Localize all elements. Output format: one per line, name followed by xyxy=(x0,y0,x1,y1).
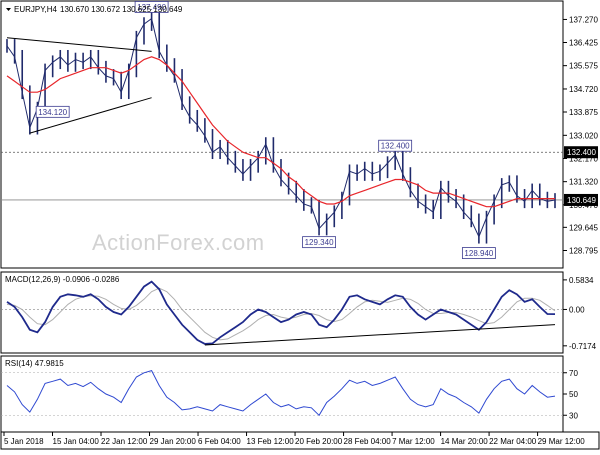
symbol-title: EURJPY,H4 xyxy=(14,5,58,14)
pane-frame-price xyxy=(0,0,564,269)
y-tick-label: 137.270 xyxy=(569,15,598,24)
level-label-text: 134.120 xyxy=(38,108,67,117)
x-tick-label: 28 Feb 04:00 xyxy=(344,437,392,446)
level-label: 128.940 xyxy=(461,247,496,259)
level-label-text: 132.400 xyxy=(381,142,410,151)
ohlc-header: 130.670 130.672 130.625 130.649 xyxy=(60,5,183,14)
pane-frame-macd xyxy=(0,271,564,354)
y-axis-price: 137.270 136.425 135.575 134.720 133.875 133.0… xyxy=(563,15,598,256)
level-label: 137.490 xyxy=(134,1,169,13)
level-label-box xyxy=(302,236,336,249)
level-label: 134.120 xyxy=(35,105,70,118)
x-tick-label: 13 Feb 12:00 xyxy=(247,437,295,446)
y-tick-label: 70 xyxy=(569,369,578,378)
y-tick-label: 30 xyxy=(569,411,578,420)
x-tick-label: 15 Jan 04:00 xyxy=(53,437,100,446)
y-tick-label: 134.720 xyxy=(569,85,598,94)
x-tick-label: 6 Feb 04:00 xyxy=(198,437,241,446)
price-bars xyxy=(6,11,556,244)
x-tick-label: 14 Mar 20:00 xyxy=(441,437,489,446)
right-price-label: 132.400 xyxy=(564,146,598,159)
y-tick-label: 50 xyxy=(569,390,578,399)
level-label: 129.340 xyxy=(302,236,336,249)
x-tick-label: 20 Feb 20:00 xyxy=(295,437,343,446)
macd-signal-line xyxy=(6,287,556,341)
y-tick-label: 128.795 xyxy=(569,247,598,256)
rsi-title: RSI(14) 47.9815 xyxy=(5,359,64,368)
y-tick-label: 133.875 xyxy=(569,108,598,117)
rsi-line xyxy=(6,370,556,417)
y-axis-rsi: 70 50 30 xyxy=(563,369,578,420)
y-tick-label: 135.575 xyxy=(569,62,598,71)
level-label-box xyxy=(134,1,169,13)
y-tick-label: 0.00 xyxy=(569,305,585,314)
level-label-text: 128.940 xyxy=(464,249,493,258)
level-label-box xyxy=(378,139,413,152)
right-price-label-text: 130.649 xyxy=(567,196,596,205)
y-tick-label: -0.7174 xyxy=(569,342,597,351)
right-price-label-text: 132.400 xyxy=(567,148,596,157)
x-tick-label: 29 Mar 12:00 xyxy=(538,437,586,446)
price-trendline xyxy=(29,97,152,134)
price-header: EURJPY,H4 130.670 130.672 130.625 130.649 xyxy=(6,5,183,14)
y-tick-label: 0.5834 xyxy=(569,276,594,285)
x-tick-label: 5 Jan 2018 xyxy=(4,437,44,446)
level-label-box xyxy=(461,247,496,259)
x-tick-label: 22 Jan 12:00 xyxy=(101,437,148,446)
y-tick-label: 129.645 xyxy=(569,223,598,232)
y-tick-label: 136.425 xyxy=(569,38,598,47)
y-axis-macd: 0.5834 0.00 -0.7174 xyxy=(563,276,597,351)
x-tick-label: 7 Mar 12:00 xyxy=(392,437,435,446)
x-axis: 5 Jan 2018 15 Jan 04:00 22 Jan 12:00 29 Jan… xyxy=(3,432,586,446)
level-label: 132.400 xyxy=(378,139,413,152)
time-axis-frame xyxy=(0,431,600,450)
price-trendline xyxy=(6,37,152,52)
watermark: ActionForex.com xyxy=(92,230,265,255)
level-label-text: 129.340 xyxy=(305,238,334,247)
right-price-label: 130.649 xyxy=(564,193,598,206)
macd-trendline xyxy=(204,324,556,346)
right-price-label-box xyxy=(564,146,598,159)
dropdown-triangle-icon xyxy=(6,8,11,11)
price-line xyxy=(6,17,556,238)
x-tick-label: 29 Jan 20:00 xyxy=(150,437,197,446)
macd-line xyxy=(6,280,556,345)
level-label-box xyxy=(35,105,70,118)
x-tick-label: 22 Mar 04:00 xyxy=(489,437,537,446)
y-tick-label: 132.170 xyxy=(569,154,598,163)
right-price-label-box xyxy=(564,193,598,206)
y-tick-label: 131.320 xyxy=(569,178,598,187)
pane-frame-rsi xyxy=(0,355,564,433)
moving-average-line xyxy=(6,56,555,208)
y-tick-label: 133.020 xyxy=(569,131,598,140)
macd-title: MACD(12,26,9) -0.0906 -0.0286 xyxy=(5,275,120,284)
level-label-text: 137.490 xyxy=(137,3,166,12)
